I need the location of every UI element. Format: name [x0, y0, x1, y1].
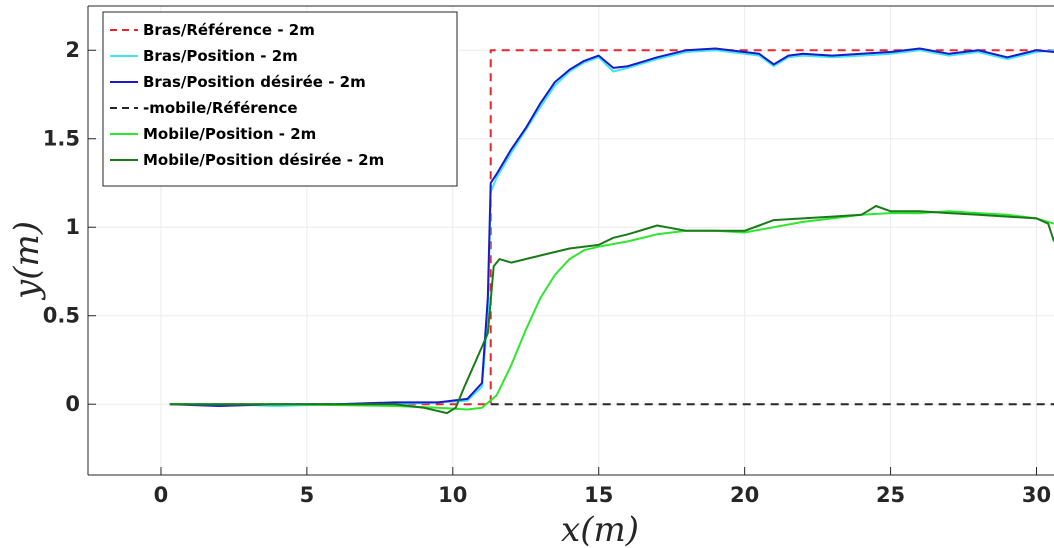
x-tick-label: 0	[154, 483, 169, 507]
y-tick-label: 0.5	[43, 304, 80, 328]
x-tick-label: 25	[876, 483, 905, 507]
x-tick-label: 15	[584, 483, 613, 507]
legend-box	[102, 11, 458, 187]
y-tick-label: 1.5	[43, 127, 80, 151]
legend-label: Mobile/Position désirée - 2m	[143, 151, 384, 169]
x-tick-label: 30	[1022, 483, 1051, 507]
y-tick-labels: 0 0.5 1 1.5 2	[43, 38, 80, 416]
x-axis-label: x(m)	[561, 510, 639, 548]
x-tick-label: 10	[438, 483, 467, 507]
x-tick-label: 20	[730, 483, 759, 507]
legend-label: Mobile/Position - 2m	[143, 125, 316, 143]
series-layer	[169, 47, 1054, 415]
x-tick-label: 5	[300, 483, 315, 507]
y-tick-label: 2	[65, 38, 80, 62]
legend: Bras/Référence - 2m Bras/Position - 2m Bra…	[102, 11, 458, 187]
axis-ticks	[88, 49, 1037, 475]
legend-label: -mobile/Référence	[143, 99, 298, 117]
series-line-5	[169, 210, 1054, 411]
legend-label: Bras/Position - 2m	[143, 47, 298, 65]
series-line-6	[169, 205, 1054, 415]
y-tick-label: 1	[65, 215, 80, 239]
series-line-2	[169, 49, 1054, 407]
series-line-3	[169, 47, 1054, 407]
legend-label: Bras/Position désirée - 2m	[143, 73, 366, 91]
x-tick-labels: 0 5 10 15 20 25 30	[154, 483, 1051, 507]
legend-label: Bras/Référence - 2m	[143, 21, 315, 39]
y-tick-label: 0	[65, 392, 80, 416]
y-axis-label: y(m)	[7, 221, 47, 301]
